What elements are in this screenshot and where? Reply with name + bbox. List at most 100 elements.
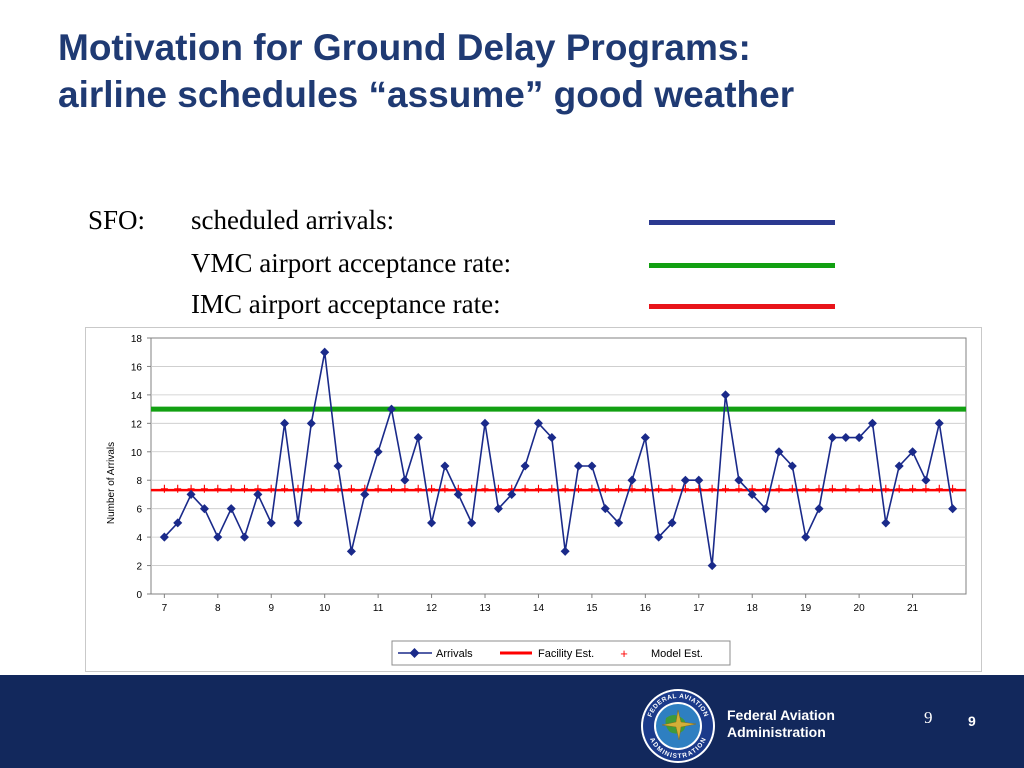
chart-tick-labels: 0 2 4 6 8 10 12 14 16 18 7 8 9 10 11 12 13 14 15 16 17 18 19 20… xyxy=(131,334,919,614)
arrivals-point xyxy=(747,489,757,499)
y-tick-label: 14 xyxy=(131,391,143,402)
arrivals-point xyxy=(881,518,891,528)
chart-gridlines xyxy=(150,337,967,595)
model-est-point xyxy=(267,484,275,493)
vmc-key-line xyxy=(649,263,835,268)
arrivals-point xyxy=(413,433,423,443)
agency-line-2: Administration xyxy=(727,724,826,740)
model-est-point xyxy=(802,484,810,493)
legend-facility-label: Facility Est. xyxy=(538,648,594,660)
arrivals-point xyxy=(680,475,690,485)
y-tick-label: 8 xyxy=(136,476,142,487)
x-tick-label: 19 xyxy=(800,603,812,614)
model-est-point xyxy=(174,484,182,493)
arrivals-point xyxy=(707,561,717,571)
model-est-point xyxy=(468,484,476,493)
model-est-point xyxy=(828,484,836,493)
model-est-point xyxy=(882,484,890,493)
chart-arrivals-series xyxy=(159,347,958,571)
model-est-point xyxy=(321,484,329,493)
arrivals-point xyxy=(453,489,463,499)
model-est-point xyxy=(374,484,382,493)
arrivals-point xyxy=(280,418,290,428)
x-tick-label: 21 xyxy=(907,603,919,614)
y-tick-label: 16 xyxy=(131,362,143,373)
model-est-point xyxy=(895,484,903,493)
y-tick-label: 12 xyxy=(131,419,143,430)
slide-title: Motivation for Ground Delay Programs: ai… xyxy=(58,24,998,118)
arrivals-line xyxy=(163,352,954,566)
scheduled-label: scheduled arrivals: xyxy=(191,205,395,235)
chart-frame: 0 2 4 6 8 10 12 14 16 18 7 8 9 10 11 12 13 14 15 16 17 18 19 20… xyxy=(85,327,982,672)
title-line-1: Motivation for Ground Delay Programs: xyxy=(58,27,751,68)
model-est-point xyxy=(575,484,582,493)
arrivals-point xyxy=(574,461,584,471)
model-est-point xyxy=(428,484,436,493)
y-tick-label: 6 xyxy=(136,505,142,516)
model-est-point xyxy=(855,484,863,493)
arrivals-point xyxy=(360,489,370,499)
model-est-point xyxy=(722,484,729,493)
faa-seal-logo: FEDERAL AVIATION ADMINISTRATION xyxy=(641,689,715,763)
chart-legend-box xyxy=(391,640,731,666)
page-number: 9 xyxy=(968,713,976,729)
model-est-point xyxy=(521,484,529,493)
x-tick-label: 14 xyxy=(533,603,545,614)
arrivals-point xyxy=(266,518,276,528)
vmc-label: VMC airport acceptance rate: xyxy=(191,248,512,278)
x-tick-label: 16 xyxy=(640,603,652,614)
arrivals-point xyxy=(159,532,169,542)
arrivals-point xyxy=(774,447,784,457)
model-est-point xyxy=(788,484,796,493)
x-tick-label: 13 xyxy=(479,603,491,614)
chart-axes xyxy=(147,337,914,598)
model-est-point xyxy=(214,484,222,493)
x-tick-label: 10 xyxy=(319,603,331,614)
model-est-point xyxy=(775,484,783,493)
sfo-label: SFO: xyxy=(88,205,146,235)
model-est-point xyxy=(869,484,876,493)
x-tick-label: 20 xyxy=(854,603,866,614)
y-tick-label: 0 xyxy=(136,590,142,601)
y-axis-label: Number of Arrivals xyxy=(106,442,117,524)
arrivals-point xyxy=(894,461,904,471)
model-est-point xyxy=(441,484,449,493)
arrivals-point xyxy=(654,532,664,542)
imc-label: IMC airport acceptance rate: xyxy=(191,289,501,319)
x-tick-label: 9 xyxy=(268,603,274,614)
y-tick-label: 18 xyxy=(131,334,143,345)
model-est-point xyxy=(922,484,930,493)
arrivals-chart: 0 2 4 6 8 10 12 14 16 18 7 8 9 10 11 12 13 14 15 16 17 18 19 20… xyxy=(106,334,967,666)
model-est-point xyxy=(548,484,556,493)
model-est-point xyxy=(668,484,676,493)
model-est-point xyxy=(388,484,395,493)
model-est-point xyxy=(160,484,168,493)
arrivals-point xyxy=(346,546,356,556)
model-est-point xyxy=(561,484,569,493)
model-est-point xyxy=(708,484,716,493)
arrivals-point xyxy=(333,461,343,471)
title-line-2: airline schedules “assume” good weather xyxy=(58,74,795,115)
y-tick-label: 2 xyxy=(136,562,142,573)
model-est-point xyxy=(909,484,917,493)
model-est-point xyxy=(347,484,355,493)
model-est-point xyxy=(695,484,703,493)
model-est-point xyxy=(307,484,315,493)
model-est-point xyxy=(200,484,208,493)
model-est-point xyxy=(935,484,943,493)
plot-area xyxy=(150,337,967,595)
model-est-point xyxy=(241,484,248,493)
footer-bar xyxy=(0,675,1024,768)
model-est-point xyxy=(615,484,623,493)
imc-key-line xyxy=(649,304,835,309)
chart-model-markers xyxy=(160,484,957,493)
model-est-point xyxy=(655,484,663,493)
legend-model-marker: + xyxy=(620,646,628,661)
y-tick-label: 10 xyxy=(131,448,143,459)
model-est-point xyxy=(227,484,235,493)
y-tick-label: 4 xyxy=(136,533,142,544)
model-est-point xyxy=(762,484,770,493)
x-tick-label: 17 xyxy=(693,603,705,614)
model-est-point xyxy=(401,484,409,493)
model-est-point xyxy=(588,484,596,493)
